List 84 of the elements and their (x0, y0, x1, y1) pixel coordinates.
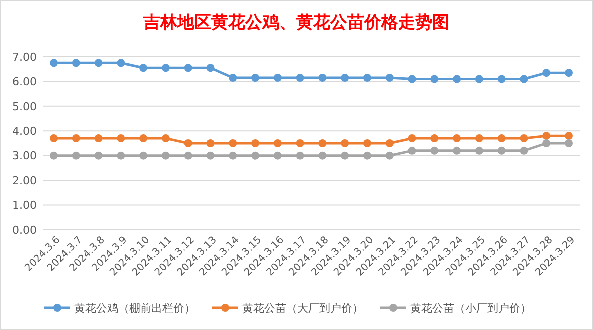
point (184, 64, 192, 72)
point (117, 134, 126, 143)
point (453, 134, 462, 143)
point (94, 134, 103, 143)
point (520, 134, 528, 143)
point (318, 140, 327, 148)
point (363, 152, 372, 160)
point (94, 59, 103, 68)
point (386, 74, 394, 82)
point (475, 134, 484, 143)
y-tick-label: 1.00 (12, 199, 37, 212)
y-tick-label: 5.00 (12, 100, 37, 114)
point (475, 146, 484, 155)
chart-title: 吉林地区黄花公鸡、黄花公苗价格走势图 (142, 13, 450, 33)
point (296, 152, 304, 160)
y-tick-label: 6.00 (12, 76, 37, 89)
point (318, 152, 327, 160)
point (184, 140, 192, 148)
point (206, 152, 215, 160)
y-tick-label: 7.00 (12, 50, 37, 64)
point (453, 75, 462, 84)
point (94, 152, 103, 160)
point (162, 64, 170, 72)
point (520, 146, 528, 155)
point (498, 75, 506, 84)
point (296, 140, 304, 148)
point (430, 134, 439, 143)
point (341, 152, 350, 160)
point (565, 69, 573, 78)
point (72, 152, 80, 160)
point (318, 74, 327, 82)
y-tick-label: 4.00 (12, 124, 37, 138)
point (542, 69, 551, 78)
point (498, 134, 506, 143)
point (140, 152, 148, 160)
point (363, 74, 372, 82)
point (50, 152, 58, 160)
legend-label: 黄花公苗（小厂到户价） (410, 302, 532, 315)
point (386, 140, 394, 148)
point (162, 152, 170, 160)
point (206, 140, 215, 148)
point (252, 74, 260, 82)
point (229, 74, 238, 82)
point (475, 75, 484, 84)
point (140, 134, 148, 143)
point (453, 146, 462, 155)
point (117, 152, 126, 160)
point (430, 75, 439, 84)
point (542, 132, 551, 140)
point (386, 152, 394, 160)
point (162, 134, 170, 143)
point (542, 140, 551, 148)
point (184, 152, 192, 160)
point (140, 64, 148, 72)
point (430, 146, 439, 155)
point (274, 140, 282, 148)
point (274, 152, 282, 160)
point (520, 75, 528, 84)
point (408, 134, 416, 143)
y-tick-label: 2.00 (12, 174, 37, 188)
point (565, 132, 573, 140)
point (206, 64, 215, 72)
point (72, 59, 80, 68)
point (498, 146, 506, 155)
point (117, 59, 126, 68)
point (252, 152, 260, 160)
y-tick-label: 3.00 (12, 150, 37, 163)
point (341, 140, 350, 148)
point (565, 140, 573, 148)
y-tick-label: 0.00 (12, 224, 37, 237)
point (72, 134, 80, 143)
point (229, 152, 238, 160)
point (252, 140, 260, 148)
point (274, 74, 282, 82)
point (341, 74, 350, 82)
point (408, 75, 416, 84)
legend-label: 黄花公苗（大厂到户价） (242, 302, 364, 315)
legend-label: 黄花公鸡（棚前出栏价） (74, 302, 196, 315)
point (296, 74, 304, 82)
point (408, 146, 416, 155)
point (229, 140, 238, 148)
point (363, 140, 372, 148)
point (50, 59, 58, 68)
point (50, 134, 58, 143)
